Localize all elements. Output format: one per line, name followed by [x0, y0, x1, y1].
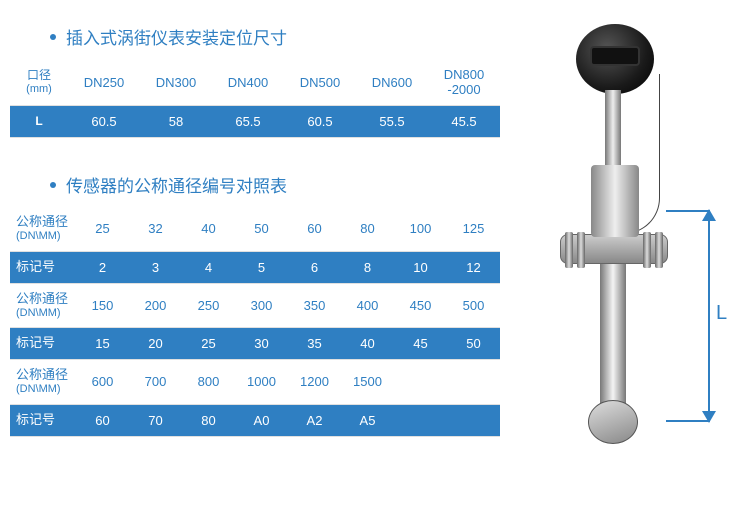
table-row: 标记号 2 3 4 5 6 8 10 12: [10, 251, 500, 283]
device-illustration: [530, 24, 690, 464]
neck-icon: [605, 90, 621, 170]
row-label: L: [10, 106, 68, 138]
bullet-icon: [50, 34, 56, 40]
stem-icon: [600, 264, 626, 404]
cell: 65.5: [212, 106, 284, 138]
header-label: 口径 (mm): [10, 59, 68, 106]
col-header: DN800 -2000: [428, 59, 500, 106]
table-row: 标记号 60 70 80 A0 A2 A5: [10, 404, 500, 436]
bullet-icon: [50, 182, 56, 188]
cell: 60.5: [284, 106, 356, 138]
nominal-label: 公称通径 (DN\MM): [10, 360, 76, 405]
display-icon: [590, 46, 640, 66]
table-row: 标记号 15 20 25 30 35 40 45 50: [10, 328, 500, 360]
dimension-label: L: [716, 302, 727, 325]
section1-title: 插入式涡街仪表安装定位尺寸: [10, 18, 500, 59]
table-row: 公称通径 (DN\MM) 600 700 800 1000 1200 1500: [10, 360, 500, 405]
mark-label: 标记号: [10, 404, 76, 436]
dimension-line: L: [700, 210, 718, 422]
section1-title-text: 插入式涡街仪表安装定位尺寸: [66, 24, 287, 49]
nominal-label: 公称通径 (DN\MM): [10, 283, 76, 328]
cell: 60.5: [68, 106, 140, 138]
col-header: DN500: [284, 59, 356, 106]
mark-label: 标记号: [10, 328, 76, 360]
table-codes: 公称通径 (DN\MM) 25 32 40 50 60 80 100 125 标…: [10, 207, 500, 437]
cell: 55.5: [356, 106, 428, 138]
table-row: 公称通径 (DN\MM) 25 32 40 50 60 80 100 125: [10, 207, 500, 251]
cell: 58: [140, 106, 212, 138]
col-header: DN300: [140, 59, 212, 106]
table-row: 公称通径 (DN\MM) 150 200 250 300 350 400 450…: [10, 283, 500, 328]
table-dimensions: 口径 (mm) DN250 DN300 DN400 DN500 DN600 DN…: [10, 59, 500, 138]
col-header: DN400: [212, 59, 284, 106]
mark-label: 标记号: [10, 251, 76, 283]
section2-title-text: 传感器的公称通径编号对照表: [66, 172, 287, 197]
cell: 45.5: [428, 106, 500, 138]
flange-icon: [560, 234, 668, 264]
probe-icon: [588, 400, 638, 444]
section2-title: 传感器的公称通径编号对照表: [10, 166, 500, 207]
table-row: L 60.5 58 65.5 60.5 55.5 45.5: [10, 106, 500, 138]
nominal-label: 公称通径 (DN\MM): [10, 207, 76, 251]
col-header: DN600: [356, 59, 428, 106]
col-header: DN250: [68, 59, 140, 106]
table-row: 口径 (mm) DN250 DN300 DN400 DN500 DN600 DN…: [10, 59, 500, 106]
transmitter-head-icon: [576, 24, 654, 94]
